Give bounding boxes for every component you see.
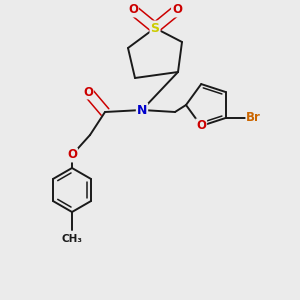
Text: S: S [151, 22, 160, 34]
Text: O: O [196, 119, 206, 132]
Text: O: O [172, 4, 182, 16]
Text: O: O [83, 85, 93, 98]
Text: O: O [128, 4, 138, 16]
Text: CH₃: CH₃ [61, 234, 82, 244]
Text: O: O [67, 148, 77, 161]
Text: Br: Br [246, 111, 261, 124]
Text: N: N [137, 103, 147, 116]
